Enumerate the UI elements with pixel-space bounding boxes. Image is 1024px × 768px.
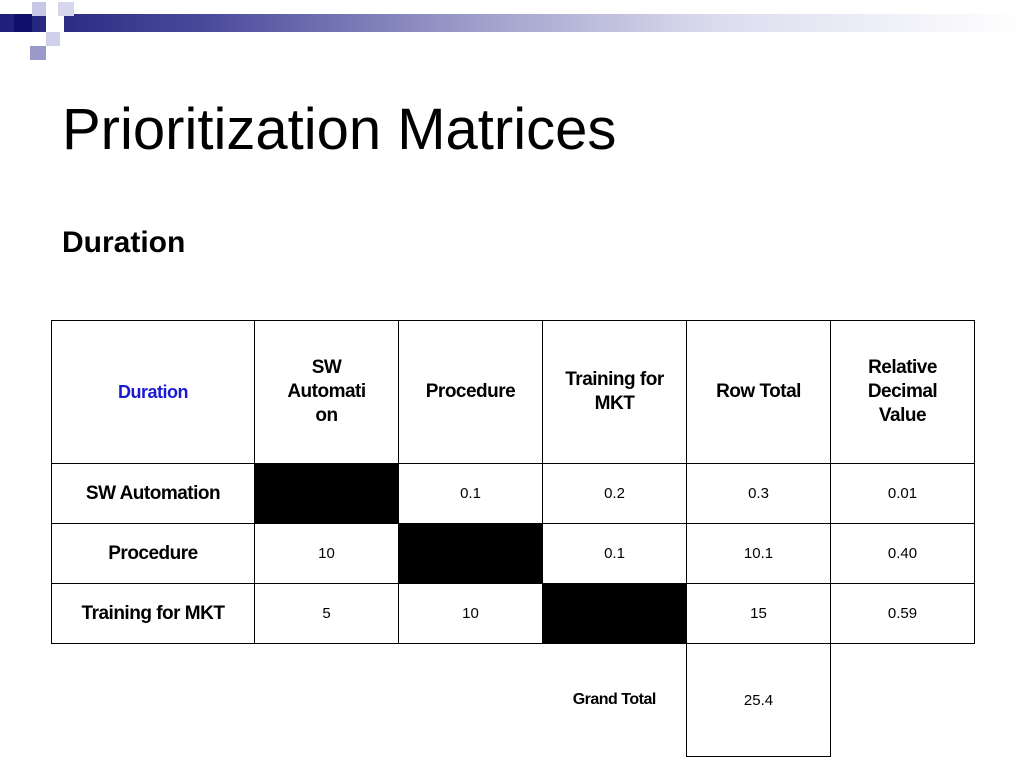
decor-square — [32, 2, 46, 16]
relative-value-cell: 0.59 — [830, 583, 975, 644]
column-header: Relative Decimal Value — [830, 320, 975, 464]
column-header: SW Automati on — [254, 320, 399, 464]
grand-total-label: Grand Total — [572, 691, 657, 709]
matrix-corner-label: Duration — [51, 320, 255, 464]
relative-value-cell: 0.40 — [830, 523, 975, 584]
diagonal-cell — [398, 523, 543, 584]
header-banner — [0, 14, 1024, 32]
decor-square — [46, 32, 60, 46]
header-row: Duration SW Automati on Procedure Traini… — [51, 320, 975, 464]
grand-total-value: 25.4 — [686, 643, 831, 757]
row-header: Procedure — [51, 523, 255, 584]
column-header: Row Total — [686, 320, 831, 464]
row-total-cell: 0.3 — [686, 463, 831, 524]
prioritization-matrix: Duration SW Automati on Procedure Traini… — [51, 320, 975, 757]
row-total-cell: 15 — [686, 583, 831, 644]
empty-cell — [830, 643, 975, 757]
table-cell: 5 — [254, 583, 399, 644]
decor-square — [30, 46, 46, 60]
table-row: Training for MKT 5 10 15 0.59 — [51, 583, 975, 644]
diagonal-cell — [254, 463, 399, 524]
column-header: Training for MKT — [542, 320, 687, 464]
table-row: Procedure 10 0.1 10.1 0.40 — [51, 523, 975, 584]
table-cell: 0.2 — [542, 463, 687, 524]
column-header: Procedure — [398, 320, 543, 464]
table-cell: 0.1 — [542, 523, 687, 584]
empty-cell — [399, 644, 543, 757]
slide-subtitle: Duration — [62, 226, 186, 259]
table-row: SW Automation 0.1 0.2 0.3 0.01 — [51, 463, 975, 524]
slide-title: Prioritization Matrices — [62, 97, 617, 162]
diagonal-cell — [542, 583, 687, 644]
row-header: SW Automation — [51, 463, 255, 524]
empty-cell — [255, 644, 399, 757]
empty-cell — [52, 644, 255, 757]
decor-square — [14, 14, 32, 32]
relative-value-cell: 0.01 — [830, 463, 975, 524]
row-header: Training for MKT — [51, 583, 255, 644]
row-total-cell: 10.1 — [686, 523, 831, 584]
decor-square — [46, 14, 64, 32]
decor-square — [32, 32, 46, 46]
decor-square — [58, 2, 74, 16]
table-cell: 0.1 — [398, 463, 543, 524]
table-cell: 10 — [398, 583, 543, 644]
table-cell: 10 — [254, 523, 399, 584]
grand-total-row: Grand Total 25.4 — [52, 643, 975, 757]
